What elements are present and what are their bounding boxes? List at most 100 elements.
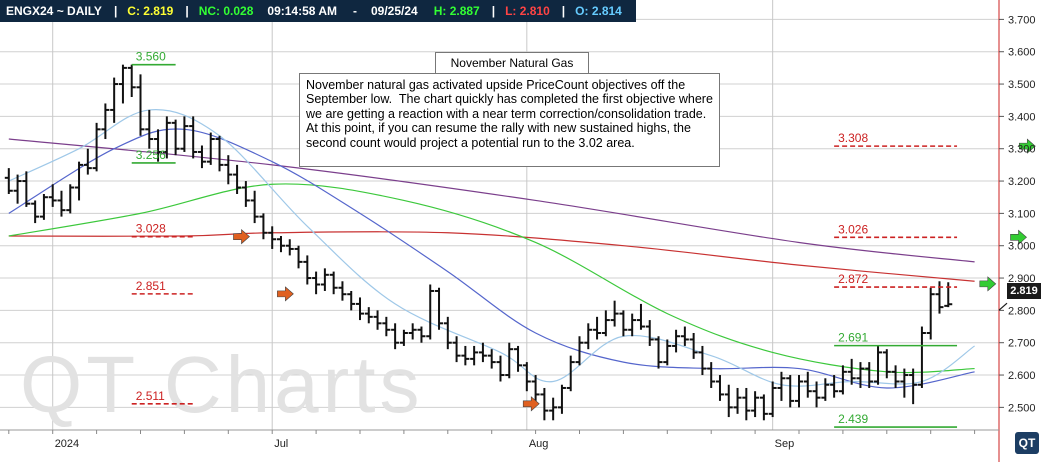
ohlc-bar xyxy=(268,226,277,249)
ohlc-bar xyxy=(531,375,540,401)
ohlc-bar xyxy=(329,271,338,295)
level-line: 2.439 xyxy=(834,412,958,428)
ohlc-bar xyxy=(619,310,628,337)
date-axis: 2024 Jul Aug Sep xyxy=(0,429,999,450)
ohlc-bar xyxy=(917,326,926,388)
ohlc-bar xyxy=(373,310,382,330)
ohlc-bar xyxy=(391,323,400,350)
level-label: 3.308 xyxy=(838,131,868,145)
ohlc-bar xyxy=(672,329,681,353)
ohlc-bar xyxy=(742,387,751,421)
signal-arrow-icon xyxy=(522,396,540,412)
header-separator: | xyxy=(561,4,566,18)
ohlc-bar xyxy=(715,375,724,401)
ohlc-bar xyxy=(821,378,830,401)
ohlc-bar xyxy=(751,391,760,418)
level-label: 3.028 xyxy=(136,222,166,236)
level-label: 3.560 xyxy=(136,50,166,64)
level-label: 2.691 xyxy=(838,331,868,345)
close-price: C: 2.819 xyxy=(127,4,174,18)
x-tick-label: Sep xyxy=(775,438,795,450)
ohlc-bar xyxy=(795,375,803,408)
y-tick-label: 3.600 xyxy=(1008,47,1036,59)
moving-average-line xyxy=(8,138,975,263)
ohlc-bar xyxy=(830,375,839,398)
ohlc-bar xyxy=(566,355,575,392)
annotation-title: November Natural Gas xyxy=(435,52,589,74)
x-tick-label: Jul xyxy=(274,438,288,450)
high-price: H: 2.887 xyxy=(433,4,480,18)
y-tick-label: 3.700 xyxy=(1008,14,1036,26)
ohlc-bar xyxy=(926,287,935,340)
ohlc-bar xyxy=(847,358,856,385)
ohlc-bar xyxy=(891,365,900,388)
ohlc-bar xyxy=(382,316,391,337)
ohlc-bar xyxy=(645,320,654,346)
ohlc-bar xyxy=(522,362,531,392)
ohlc-bar xyxy=(680,326,689,346)
y-tick-label: 3.200 xyxy=(1008,176,1036,188)
ohlc-bar xyxy=(197,145,206,169)
pricecount-levels: 3.560 3.256 3.028 2.851 2.511 3.308 3.026 2.872… xyxy=(131,50,958,428)
last-price-marker: 2.819 xyxy=(1007,283,1041,299)
ohlc-bar xyxy=(487,349,496,369)
ohlc-bar xyxy=(303,255,312,285)
ohlc-bar xyxy=(66,184,75,214)
ohlc-bar xyxy=(575,336,584,366)
ohlc-bar xyxy=(812,381,821,408)
quote-date: 09/25/24 xyxy=(370,4,418,18)
ohlc-bar xyxy=(259,213,268,240)
ohlc-bar xyxy=(241,181,250,207)
level-label: 2.439 xyxy=(838,412,868,426)
ohlc-bar xyxy=(48,184,57,207)
ohlc-bar xyxy=(13,174,22,204)
moving-average-line xyxy=(8,109,975,387)
watermark: QT Charts xyxy=(20,340,424,429)
ohlc-bar xyxy=(408,323,417,340)
ohlc-bar xyxy=(110,77,119,123)
level-line: 3.256 xyxy=(131,148,176,164)
ohlc-bar xyxy=(478,342,487,363)
ohlc-bar xyxy=(777,371,786,401)
signal-arrow-icon xyxy=(1010,229,1027,245)
moving-average-line xyxy=(8,128,975,389)
ohlc-bar xyxy=(22,171,31,207)
ohlc-bar xyxy=(285,239,294,256)
ohlc-bar xyxy=(180,116,189,152)
ohlc-bar xyxy=(136,74,145,136)
ohlc-bar xyxy=(92,122,101,172)
quote-header: ENGX24 ~ DAILY | C: 2.819 | NC: 0.028 09… xyxy=(0,0,636,22)
quote-time: 09:14:58 AM xyxy=(267,4,337,18)
moving-average-line xyxy=(8,183,975,374)
signal-arrow-icon xyxy=(1018,138,1036,154)
qt-logo: QT xyxy=(1015,432,1039,454)
ohlc-bar xyxy=(900,368,909,398)
ohlc-bar xyxy=(443,316,452,350)
x-tick-label: Aug xyxy=(529,438,549,450)
level-line: 3.308 xyxy=(834,131,958,147)
level-label: 3.256 xyxy=(136,148,166,162)
signal-arrows xyxy=(233,138,1036,412)
ohlc-bar xyxy=(470,345,479,366)
low-price: L: 2.810 xyxy=(505,4,550,18)
header-separator: | xyxy=(113,4,118,18)
ohlc-bar xyxy=(654,336,663,369)
last-price-pointer xyxy=(998,302,1008,311)
ohlc-bar xyxy=(856,362,865,388)
level-label: 2.851 xyxy=(136,279,166,293)
ohlc-bar xyxy=(663,339,672,366)
header-dash: - xyxy=(352,4,357,18)
ohlc-bar xyxy=(724,384,733,418)
ohlc-bar xyxy=(935,281,944,314)
ohlc-bar xyxy=(57,190,66,217)
ohlc-bar xyxy=(584,323,593,350)
level-label: 2.511 xyxy=(136,389,165,403)
ohlc-bar xyxy=(557,384,566,414)
y-tick-label: 2.900 xyxy=(1008,273,1036,285)
ohlc-bar xyxy=(601,310,610,337)
moving-average-line xyxy=(8,231,975,282)
y-tick-label: 3.500 xyxy=(1008,79,1036,91)
level-label: 3.026 xyxy=(838,222,868,236)
ohlc-bar xyxy=(944,282,953,308)
ohlc-bar xyxy=(733,387,742,414)
